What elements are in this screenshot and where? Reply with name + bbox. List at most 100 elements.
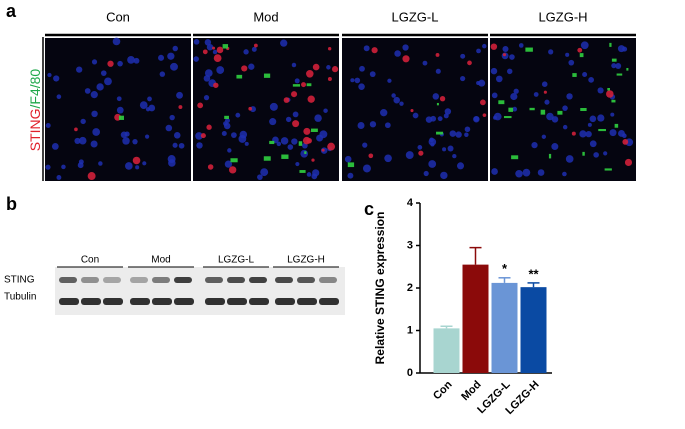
panel-label: c xyxy=(364,199,374,219)
y-tick-label: 4 xyxy=(407,197,414,209)
nucleus xyxy=(206,43,214,51)
significance: ** xyxy=(528,266,539,281)
f480-signal xyxy=(310,128,318,132)
nucleus xyxy=(139,101,148,109)
nucleus xyxy=(167,52,175,60)
nucleus xyxy=(507,68,513,75)
nucleus xyxy=(447,145,454,152)
nucleus xyxy=(244,141,249,146)
f480-signal xyxy=(609,42,612,47)
nucleus xyxy=(100,70,107,76)
band xyxy=(319,277,337,283)
f480-signal xyxy=(580,107,587,112)
nucleus xyxy=(53,75,60,82)
nucleus xyxy=(350,78,355,83)
f480-signal xyxy=(292,84,301,87)
nucleus xyxy=(133,57,140,64)
f480-signal xyxy=(508,107,514,112)
bar xyxy=(433,328,460,373)
f480-signal xyxy=(616,73,623,76)
y-tick-label: 3 xyxy=(407,239,413,251)
nucleus xyxy=(593,152,599,158)
nucleus xyxy=(223,122,231,130)
nucleus xyxy=(56,175,62,180)
f480-signal xyxy=(436,102,439,106)
sting-signal xyxy=(241,65,248,72)
nucleus xyxy=(311,173,318,180)
nucleus xyxy=(491,168,498,175)
f480-signal xyxy=(306,83,312,87)
bar xyxy=(462,264,489,373)
f480-signal xyxy=(299,170,306,173)
nucleus xyxy=(204,69,213,77)
sting-signal xyxy=(543,90,547,94)
nucleus xyxy=(344,155,352,163)
nucleus xyxy=(221,130,227,136)
sting-signal xyxy=(292,120,300,128)
sting-signal xyxy=(311,158,315,162)
nucleus xyxy=(78,136,87,145)
nucleus xyxy=(363,45,370,52)
nucleus xyxy=(610,112,615,117)
nucleus xyxy=(158,54,165,61)
nucleus xyxy=(430,142,435,147)
nucleus xyxy=(292,111,299,118)
nucleus xyxy=(402,44,409,51)
nucleus xyxy=(509,54,515,60)
sting-signal xyxy=(410,109,414,113)
nucleus xyxy=(91,59,98,65)
column-label: LGZG-H xyxy=(538,9,587,24)
nucleus xyxy=(384,154,392,163)
nucleus xyxy=(423,170,429,177)
band xyxy=(174,277,192,283)
sting-signal xyxy=(248,106,252,111)
stain-red: STING xyxy=(27,108,43,151)
nucleus xyxy=(172,45,178,52)
micrograph xyxy=(342,38,488,181)
nucleus xyxy=(323,108,328,113)
nucleus xyxy=(589,115,597,123)
sting-signal xyxy=(482,113,487,117)
sting-signal xyxy=(371,47,378,54)
sting-signal xyxy=(321,148,325,152)
f480-signal xyxy=(529,107,535,111)
f480-signal xyxy=(582,151,585,156)
nucleus xyxy=(476,48,481,54)
sting-signal xyxy=(291,91,298,98)
y-tick-label: 0 xyxy=(407,367,413,379)
band xyxy=(275,277,293,283)
column-label: Con xyxy=(106,9,130,24)
f480-signal xyxy=(598,128,606,132)
nucleus xyxy=(125,162,133,170)
sting-signal xyxy=(87,172,96,180)
nucleus xyxy=(193,56,199,62)
nucleus xyxy=(51,143,59,150)
nucleus xyxy=(61,164,66,170)
f480-signal xyxy=(540,109,546,115)
f480-signal xyxy=(263,73,271,78)
nucleus xyxy=(193,39,200,45)
nucleus xyxy=(399,101,404,106)
row-label: Tubulin xyxy=(4,292,36,303)
nucleus xyxy=(449,130,457,137)
band xyxy=(249,277,267,283)
nucleus xyxy=(147,96,152,102)
nucleus xyxy=(169,114,175,121)
f480-signal xyxy=(236,74,243,79)
nucleus xyxy=(45,123,51,128)
column-label: Mod xyxy=(253,9,278,24)
f480-signal xyxy=(572,73,577,77)
nucleus xyxy=(300,149,309,158)
f480-signal xyxy=(304,151,307,154)
nucleus xyxy=(437,116,443,122)
sting-signal xyxy=(624,158,633,166)
sting-signal xyxy=(571,131,576,136)
sting-signal xyxy=(283,97,290,103)
sting-signal xyxy=(303,127,311,135)
band xyxy=(59,277,77,283)
nucleus xyxy=(546,112,554,121)
panel-label: a xyxy=(6,1,17,21)
nucleus xyxy=(430,115,437,122)
nucleus xyxy=(251,46,257,52)
nucleus xyxy=(541,81,548,87)
